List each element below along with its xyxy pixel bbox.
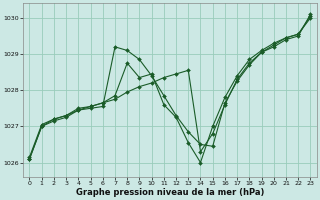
X-axis label: Graphe pression niveau de la mer (hPa): Graphe pression niveau de la mer (hPa) (76, 188, 264, 197)
